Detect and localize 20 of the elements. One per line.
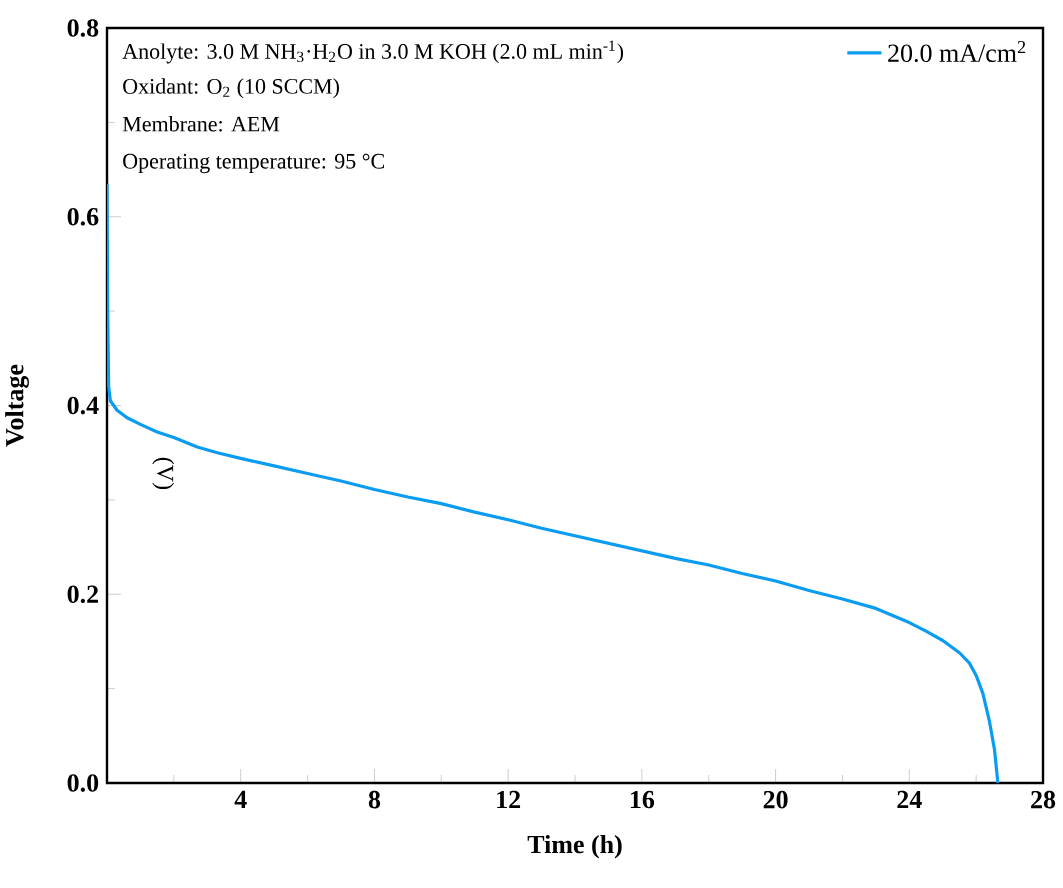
y-tick-label: 0.0 bbox=[67, 774, 99, 792]
x-axis-title: Time (h) bbox=[527, 834, 622, 859]
x-tick-label: 28 bbox=[1031, 790, 1056, 809]
annotation: (V) bbox=[152, 457, 175, 490]
x-tick-label: 12 bbox=[497, 790, 521, 809]
x-tick-label: 20 bbox=[763, 790, 788, 809]
y-tick-label: 0.2 bbox=[67, 585, 99, 604]
x-tick-label: 8 bbox=[368, 790, 381, 809]
annotation: Operating temperature: 95 °C bbox=[123, 153, 384, 174]
y-tick-label: 0.8 bbox=[67, 19, 99, 37]
legend-label: 20.0 mA/cm$^{2}$ bbox=[888, 40, 1026, 63]
annotation: Anolyte: 3.0 M NH$_{3}$·H$_{2}$O in 3.0 M KOH (2.0 mL min$^{-1}$) bbox=[122, 40, 624, 64]
y-tick-label: 0.4 bbox=[67, 396, 99, 415]
annotation: Membrane: AEM bbox=[122, 116, 280, 132]
x-tick-label: 24 bbox=[897, 790, 922, 809]
annotation: Oxidant: O$_{2}$ (10 SCCM) bbox=[123, 78, 339, 99]
x-tick-label: 4 bbox=[234, 790, 247, 808]
y-tick-label: 0.6 bbox=[67, 207, 99, 226]
y-axis-title: Voltage bbox=[5, 364, 29, 447]
x-tick-label: 16 bbox=[630, 790, 655, 809]
